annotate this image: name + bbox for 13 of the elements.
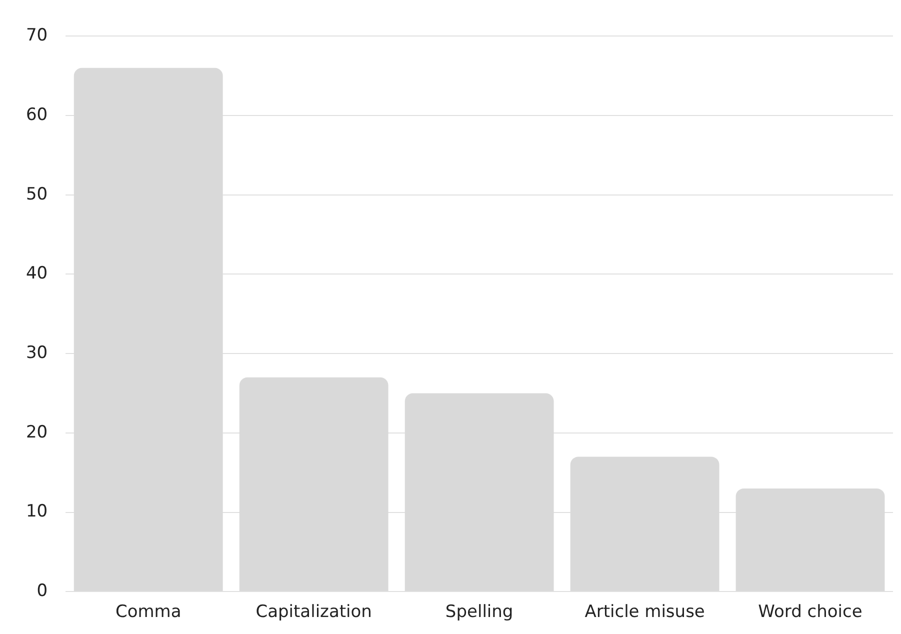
x-tick-label: Comma	[115, 602, 182, 622]
y-tick-label: 30	[26, 342, 48, 363]
y-tick-label: 70	[26, 26, 48, 46]
y-tick-label: 60	[26, 104, 48, 125]
x-tick-label: Capitalization	[256, 602, 372, 622]
y-tick-label: 0	[36, 581, 48, 602]
x-tick-label: Word choice	[758, 602, 862, 622]
x-tick-label: Article misuse	[584, 602, 705, 622]
x-tick-label: Spelling	[445, 602, 514, 622]
y-tick-label: 40	[26, 264, 48, 284]
y-tick-label: 20	[26, 422, 48, 442]
y-tick-label: 50	[26, 184, 48, 204]
y-tick-label: 10	[26, 502, 48, 522]
